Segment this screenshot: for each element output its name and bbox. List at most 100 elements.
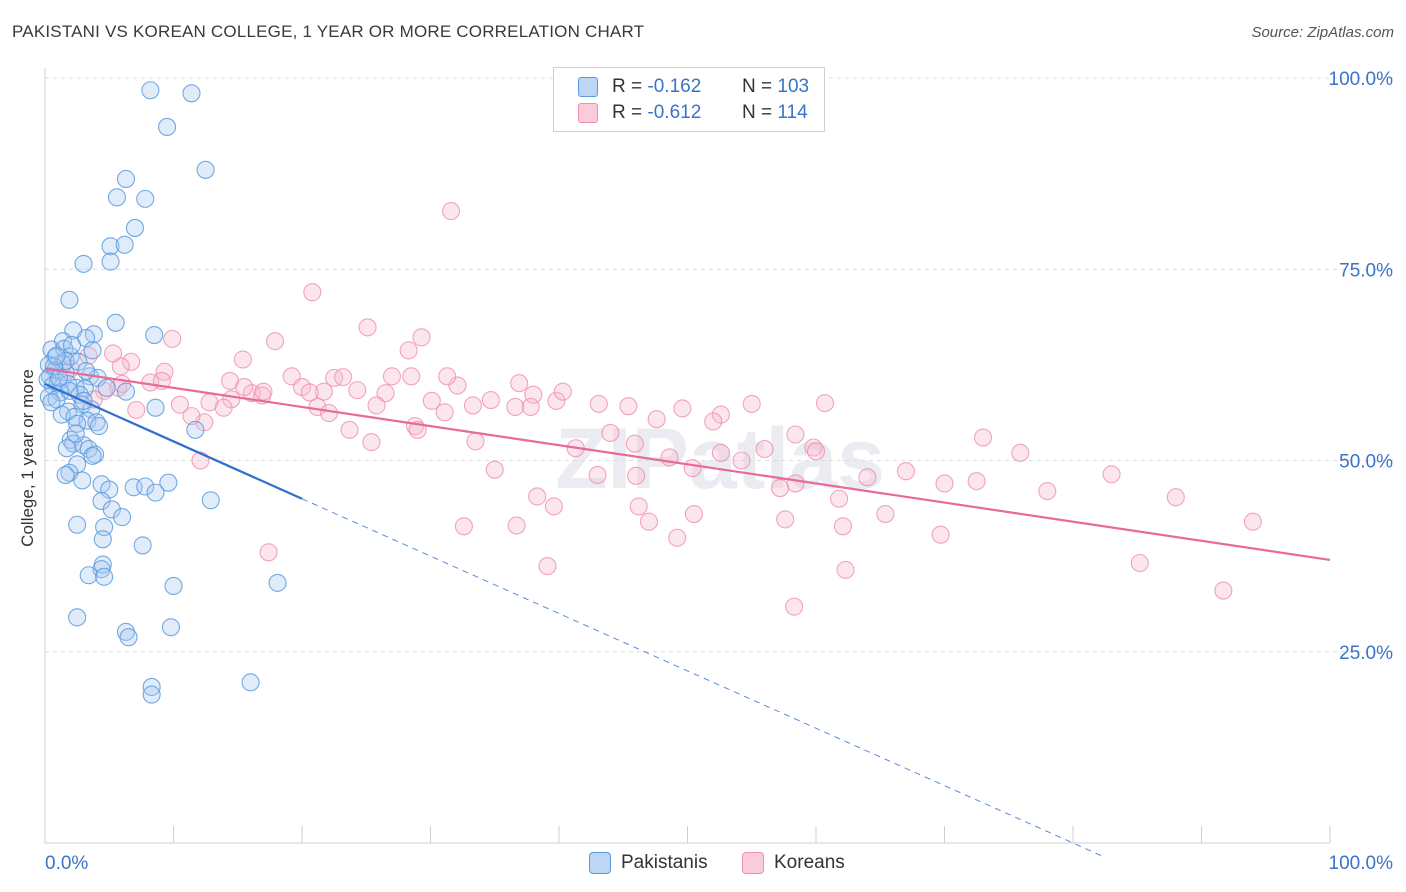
pakistani-point <box>136 477 155 496</box>
korean-point <box>588 465 607 485</box>
x-tick-label: 100.0% <box>1329 853 1394 874</box>
legend-row-koreans: R = -0.612 N = 114 <box>578 101 808 125</box>
y-axis-label: College, 1 year or more <box>18 369 37 547</box>
y-tick-label: 100.0% <box>1329 69 1394 90</box>
korean-point <box>544 497 563 516</box>
korean-point <box>683 459 702 478</box>
korean-point <box>833 517 853 536</box>
legend-r: R = -0.612 <box>612 102 742 124</box>
korean-point <box>481 391 500 410</box>
korean-point <box>466 432 485 451</box>
pakistani-point <box>241 673 260 692</box>
pakistani-point <box>83 446 102 465</box>
chart-title: PAKISTANI VS KOREAN COLLEGE, 1 YEAR OR M… <box>12 22 645 41</box>
legend-row-pakistanis: R = -0.162 N = 103 <box>578 75 809 99</box>
korean-point <box>1130 553 1149 573</box>
pakistani-point <box>68 608 87 627</box>
korean-point <box>314 382 333 401</box>
n-label: N = <box>742 102 773 123</box>
korean-point <box>402 367 421 386</box>
pakistani-point <box>83 341 102 360</box>
pakistani-point <box>62 335 82 355</box>
y-tick-label: 75.0% <box>1339 260 1393 281</box>
korean-point <box>858 468 877 487</box>
pakistani-point <box>107 188 127 207</box>
pakistani-point <box>115 235 134 254</box>
pakistani-point <box>56 465 75 485</box>
pakistani-point <box>93 530 112 549</box>
korean-point <box>376 384 395 403</box>
korean-point <box>182 407 201 426</box>
korean-point <box>233 350 252 369</box>
pakistani-point <box>97 378 116 397</box>
korean-point <box>711 443 730 462</box>
korean-point <box>382 367 402 386</box>
korean-point <box>770 478 790 498</box>
pakistani-point <box>95 567 114 586</box>
pakistani-point <box>74 254 93 273</box>
n-value: 103 <box>777 76 810 97</box>
pakistani-point <box>142 677 161 696</box>
pakistani-point <box>116 169 136 189</box>
korean-point <box>836 560 855 579</box>
pakistani-point <box>102 500 121 519</box>
pakistani-trend-extension <box>301 498 1106 858</box>
korean-point <box>625 434 644 453</box>
pakistani-point <box>69 352 88 371</box>
korean-point <box>435 403 454 422</box>
korean-points <box>61 202 1262 616</box>
legend-r: R = -0.162 <box>612 76 742 98</box>
korean-point <box>127 400 146 420</box>
korean-point <box>776 510 795 529</box>
korean-point <box>806 442 826 461</box>
pakistani-point <box>164 576 183 596</box>
pakistani-point <box>77 361 96 381</box>
korean-point <box>815 394 835 413</box>
bottom-legend-label: Pakistanis <box>621 852 708 873</box>
pakistani-point <box>113 508 132 527</box>
korean-point <box>319 404 339 423</box>
pakistani-point <box>101 252 120 271</box>
korean-point <box>448 376 467 395</box>
korean-point <box>627 466 646 485</box>
pakistani-point <box>68 414 87 433</box>
pakistani-trend-line <box>44 382 303 500</box>
korean-point <box>619 397 638 416</box>
korean-point <box>528 487 547 506</box>
korean-point <box>1102 465 1121 484</box>
korean-point <box>334 368 353 387</box>
korean-point <box>485 460 504 479</box>
korean-point <box>785 597 804 616</box>
pakistani-point <box>146 398 165 417</box>
pakistani-point <box>50 368 69 387</box>
korean-point <box>367 396 386 415</box>
korean-point <box>639 512 659 531</box>
korean-point <box>104 344 123 363</box>
korean-point <box>711 405 730 424</box>
korean-point <box>506 397 525 417</box>
pakistani-point <box>158 117 177 137</box>
pakistani-point <box>141 81 160 100</box>
r-value: -0.162 <box>647 76 702 97</box>
tick-labels: 25.0% 50.0% 75.0% 100.0% 0.0% 100.0% <box>45 69 1393 874</box>
pakistani-point <box>146 483 165 502</box>
korean-point <box>510 374 529 393</box>
korean-point <box>442 202 461 221</box>
legend-n: N = 103 <box>742 76 809 98</box>
korean-point <box>454 517 473 536</box>
correlation-legend: R = -0.162 N = 103 R = -0.612 N = 114 <box>553 67 825 132</box>
r-label: R = <box>612 76 643 97</box>
korean-point <box>668 528 687 547</box>
korean-point <box>122 352 141 371</box>
legend-swatch-koreans <box>578 103 598 123</box>
korean-point <box>1243 512 1262 531</box>
korean-point <box>755 439 774 459</box>
pakistani-point <box>186 420 205 439</box>
pakistani-point <box>201 491 220 510</box>
korean-point <box>935 474 954 493</box>
bottom-legend-swatch-pakistanis <box>589 852 611 874</box>
pakistani-point <box>66 424 85 443</box>
korean-point <box>507 516 526 535</box>
korean-point <box>362 433 381 452</box>
